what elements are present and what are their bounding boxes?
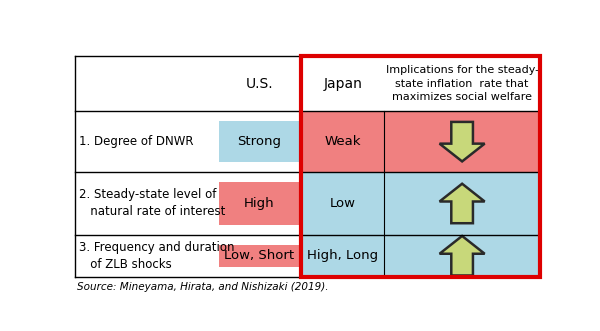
- Bar: [75, 172, 301, 235]
- Polygon shape: [440, 184, 485, 223]
- Bar: [301, 172, 384, 235]
- Bar: [75, 111, 301, 172]
- Text: U.S.: U.S.: [245, 77, 273, 91]
- Text: 2. Steady-state level of
   natural rate of interest: 2. Steady-state level of natural rate of…: [79, 188, 225, 218]
- Text: 3. Frequency and duration
   of ZLB shocks: 3. Frequency and duration of ZLB shocks: [79, 241, 234, 271]
- Bar: [301, 111, 384, 172]
- Polygon shape: [440, 122, 485, 162]
- Bar: [75, 56, 540, 277]
- Text: Strong: Strong: [237, 135, 281, 148]
- Bar: [75, 56, 540, 111]
- Polygon shape: [440, 236, 485, 275]
- Bar: [219, 121, 299, 162]
- Text: Weak: Weak: [325, 135, 361, 148]
- Bar: [384, 111, 540, 172]
- Text: Japan: Japan: [323, 77, 362, 91]
- Text: Source: Mineyama, Hirata, and Nishizaki (2019).: Source: Mineyama, Hirata, and Nishizaki …: [77, 282, 329, 292]
- Bar: [219, 182, 299, 224]
- Bar: [75, 235, 301, 277]
- Bar: [384, 235, 540, 277]
- Bar: [301, 56, 540, 277]
- Text: High: High: [244, 197, 274, 210]
- Text: Low, Short: Low, Short: [224, 249, 294, 262]
- Text: 1. Degree of DNWR: 1. Degree of DNWR: [79, 135, 193, 148]
- Text: High, Long: High, Long: [307, 249, 379, 262]
- Bar: [219, 245, 299, 266]
- Text: Implications for the steady-
state inflation  rate that
maximizes social welfare: Implications for the steady- state infla…: [386, 66, 539, 102]
- Bar: [301, 235, 384, 277]
- Bar: [384, 172, 540, 235]
- Text: Low: Low: [330, 197, 356, 210]
